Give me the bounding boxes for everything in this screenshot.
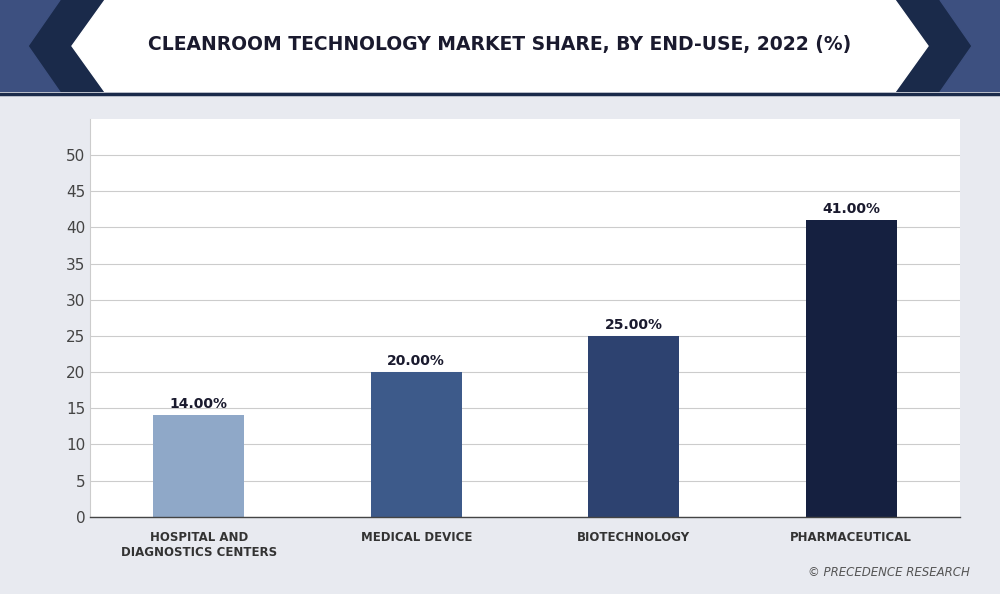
Text: © PRECEDENCE RESEARCH: © PRECEDENCE RESEARCH: [808, 566, 970, 579]
Text: 14.00%: 14.00%: [170, 397, 228, 411]
Bar: [153, 415, 244, 517]
Polygon shape: [0, 0, 60, 92]
Polygon shape: [72, 0, 928, 92]
Polygon shape: [0, 0, 110, 92]
Text: 25.00%: 25.00%: [605, 318, 663, 331]
Bar: [588, 336, 679, 517]
Text: CLEANROOM TECHNOLOGY MARKET SHARE, BY END-USE, 2022 (%): CLEANROOM TECHNOLOGY MARKET SHARE, BY EN…: [148, 34, 852, 53]
Bar: [371, 372, 462, 517]
Polygon shape: [0, 0, 1000, 92]
Text: 41.00%: 41.00%: [822, 202, 880, 216]
Text: 20.00%: 20.00%: [387, 353, 445, 368]
Bar: [806, 220, 897, 517]
Polygon shape: [890, 0, 1000, 92]
Polygon shape: [940, 0, 1000, 92]
